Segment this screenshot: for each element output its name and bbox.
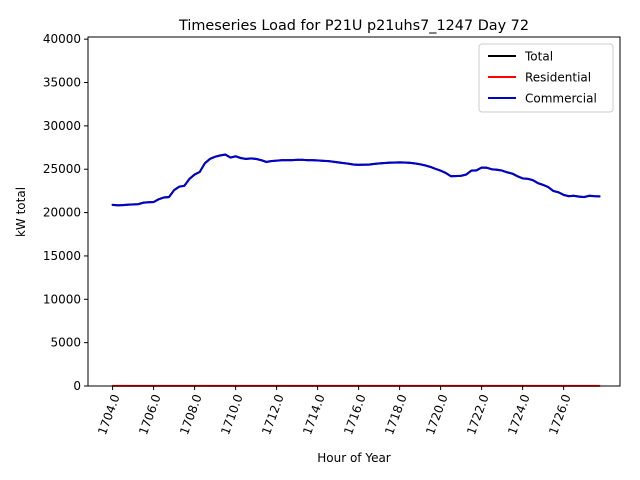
- y-tick-label: 10000: [43, 292, 81, 306]
- legend: Total Residential Commercial: [478, 43, 614, 113]
- legend-label-residential: Residential: [525, 71, 591, 85]
- y-tick-label: 35000: [43, 76, 81, 90]
- y-tick-label: 25000: [43, 162, 81, 176]
- y-tick-label: 5000: [50, 336, 81, 350]
- legend-box: [478, 43, 614, 113]
- axes-frame: [87, 36, 621, 387]
- y-axis-label: kW total: [14, 187, 28, 237]
- y-tick-label: 20000: [43, 206, 81, 220]
- chart-title: Timeseries Load for P21U p21uhs7_1247 Da…: [178, 18, 529, 34]
- y-tick-label: 40000: [43, 32, 81, 46]
- axes-border: [87, 36, 621, 387]
- y-tick-label: 30000: [43, 119, 81, 133]
- legend-label-total: Total: [524, 50, 553, 64]
- y-tick-label: 0: [73, 379, 81, 393]
- x-axis-label: Hour of Year: [317, 451, 391, 465]
- y-axis-ticks: 0 5000 10000 15000 20000 25000 30000 35000 40000: [43, 32, 88, 393]
- series-line-commercial: [111, 153, 601, 207]
- legend-label-commercial: Commercial: [525, 92, 597, 106]
- y-tick-label: 15000: [43, 249, 81, 263]
